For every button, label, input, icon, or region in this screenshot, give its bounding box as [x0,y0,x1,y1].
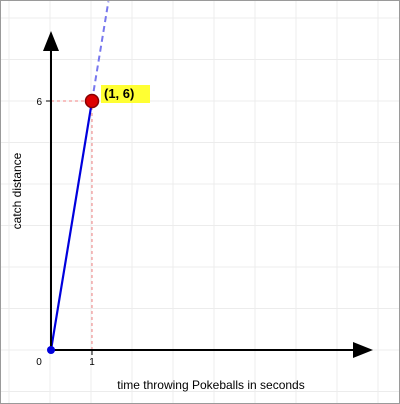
x-axis-arrow [353,342,373,358]
y-tick-label: 6 [36,97,42,108]
x-tick-label: 1 [89,357,95,368]
origin-point [47,346,55,354]
tick-labels: 0 1 6 [36,97,95,368]
series-line [49,100,94,351]
highlight-label-background [101,85,150,103]
series-lines [49,1,110,351]
origin-tick-label: 0 [36,357,42,368]
y-axis-arrow [43,31,59,51]
guide-lines [51,100,93,350]
points: (1, 6) [47,85,150,354]
y-axis-title: catch distance [10,152,24,229]
x-axis-title: time throwing Pokeballs in seconds [117,378,304,392]
axes [43,31,373,358]
series-line-extension [91,1,110,102]
highlight-point [84,93,100,109]
highlight-point-label: (1, 6) [104,86,134,101]
